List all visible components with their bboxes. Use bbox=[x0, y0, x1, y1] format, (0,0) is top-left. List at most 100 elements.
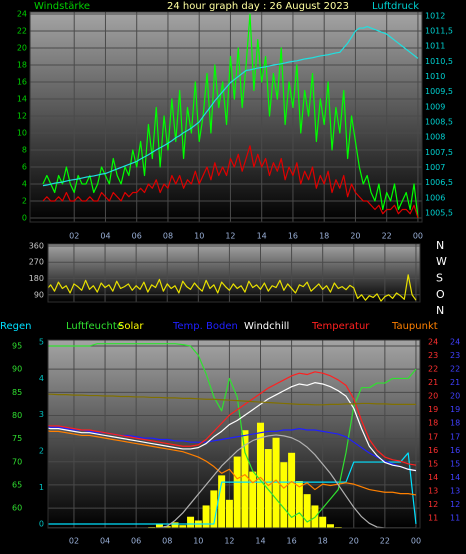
y-tick-label: 60 bbox=[12, 504, 22, 513]
y-tick-label: 90 bbox=[12, 365, 22, 374]
x-tick-label: 12 bbox=[224, 537, 234, 546]
solar-bar bbox=[272, 437, 280, 528]
x-tick-label: 22 bbox=[382, 232, 392, 241]
solar-bar bbox=[163, 526, 171, 528]
y2-tick-label: 1006 bbox=[425, 193, 445, 202]
y2-tick-label: 11 bbox=[428, 513, 438, 522]
y-tick-label: 85 bbox=[12, 388, 22, 397]
series-line bbox=[48, 382, 417, 472]
y3-tick-label: 3 bbox=[39, 410, 44, 419]
solar-bar bbox=[225, 499, 233, 528]
y2-tick-label: 20 bbox=[428, 392, 438, 401]
series-line bbox=[48, 274, 417, 302]
x-tick-label: 06 bbox=[131, 537, 141, 546]
y-tick-label: 0 bbox=[22, 214, 27, 223]
series-line bbox=[48, 343, 417, 523]
series-line bbox=[42, 13, 419, 219]
y4-tick-label: 20 bbox=[450, 392, 460, 401]
y2-tick-label: O bbox=[436, 288, 445, 301]
y-tick-label: 10 bbox=[17, 129, 27, 138]
series-line bbox=[42, 145, 419, 219]
y2-tick-label: 24 bbox=[428, 338, 438, 347]
solar-bar bbox=[295, 481, 303, 528]
y-tick-label: 360 bbox=[29, 241, 44, 250]
solar-bar bbox=[319, 516, 327, 528]
plot-area bbox=[48, 244, 420, 302]
y-tick-label: 90 bbox=[34, 290, 44, 299]
y2-tick-label: 14 bbox=[428, 473, 438, 482]
series-line bbox=[48, 434, 416, 528]
y3-tick-label: 5 bbox=[39, 337, 44, 346]
series-line bbox=[48, 452, 417, 525]
x-tick-label: 02 bbox=[69, 232, 79, 241]
y2-tick-label: 17 bbox=[428, 432, 438, 441]
solar-bar bbox=[187, 516, 195, 528]
y-tick-label: 4 bbox=[22, 180, 27, 189]
y2-tick-label: 16 bbox=[428, 446, 438, 455]
y2-tick-label: 1006,5 bbox=[425, 178, 453, 187]
y2-tick-label: 23 bbox=[428, 351, 438, 360]
y2-tick-label: 1010,5 bbox=[425, 57, 453, 66]
y3-tick-label: 4 bbox=[39, 374, 44, 383]
y-tick-label: 65 bbox=[12, 480, 22, 489]
solar-bar bbox=[241, 430, 249, 528]
axis-label: Luftdruck bbox=[372, 1, 419, 12]
solar-bar bbox=[303, 494, 311, 528]
x-tick-label: 14 bbox=[255, 537, 265, 546]
y2-tick-label: 18 bbox=[428, 419, 438, 428]
y4-tick-label: 15 bbox=[450, 459, 460, 468]
y2-tick-label: 1009 bbox=[425, 102, 445, 111]
y4-tick-label: 17 bbox=[450, 432, 460, 441]
y-tick-label: 95 bbox=[12, 342, 22, 351]
plot-border bbox=[47, 243, 421, 303]
solar-bar bbox=[210, 490, 218, 528]
y2-tick-label: 22 bbox=[428, 365, 438, 374]
solar-bar bbox=[202, 505, 210, 528]
y-tick-label: 70 bbox=[12, 457, 22, 466]
y2-tick-label: 1011,5 bbox=[425, 27, 453, 36]
x-tick-label: 04 bbox=[100, 537, 110, 546]
y2-tick-label: 19 bbox=[428, 405, 438, 414]
axis-label: Windstärke bbox=[34, 1, 90, 12]
y4-tick-label: 21 bbox=[450, 378, 460, 387]
x-tick-label: 08 bbox=[163, 232, 173, 241]
solar-bar bbox=[155, 524, 163, 528]
legend-entry: Solar bbox=[118, 321, 144, 332]
x-tick-label: 10 bbox=[193, 537, 203, 546]
y2-tick-label: 21 bbox=[428, 378, 438, 387]
y2-tick-label: 1008 bbox=[425, 133, 445, 142]
series-group bbox=[48, 343, 417, 528]
x-tick-label: 08 bbox=[162, 537, 172, 546]
y-tick-label: 2 bbox=[22, 197, 27, 206]
x-tick-label: 16 bbox=[288, 232, 298, 241]
solar-bar bbox=[171, 522, 179, 528]
x-tick-label: 18 bbox=[319, 232, 329, 241]
y4-tick-label: 13 bbox=[450, 486, 460, 495]
y2-tick-label: 1008,5 bbox=[425, 118, 453, 127]
y4-tick-label: 16 bbox=[450, 446, 460, 455]
y2-tick-label: 1009,5 bbox=[425, 87, 453, 96]
x-tick-label: 20 bbox=[349, 537, 359, 546]
y3-tick-label: 2 bbox=[39, 447, 44, 456]
x-tick-label: 18 bbox=[318, 537, 328, 546]
solar-bar bbox=[233, 456, 241, 528]
y2-tick-label: 1011 bbox=[425, 42, 445, 51]
solar-bar bbox=[264, 449, 272, 528]
y-tick-label: 6 bbox=[22, 163, 27, 172]
y2-tick-label: 1012 bbox=[425, 11, 445, 20]
y4-tick-label: 19 bbox=[450, 405, 460, 414]
solar-bar bbox=[288, 452, 296, 528]
legend-entry: Luftfeuchte bbox=[66, 321, 123, 332]
y2-tick-label: W bbox=[436, 255, 447, 268]
series-group bbox=[48, 274, 417, 302]
x-tick-label: 20 bbox=[350, 232, 360, 241]
y2-tick-label: 12 bbox=[428, 500, 438, 509]
series-line bbox=[48, 430, 417, 496]
y-tick-label: 20 bbox=[17, 44, 27, 53]
x-tick-label: 00 bbox=[411, 537, 421, 546]
chart-title: 24 hour graph day : 26 August 2023 bbox=[167, 1, 349, 12]
y4-tick-label: 18 bbox=[450, 419, 460, 428]
y2-tick-label: N bbox=[436, 239, 444, 252]
y4-tick-label: 11 bbox=[450, 513, 460, 522]
